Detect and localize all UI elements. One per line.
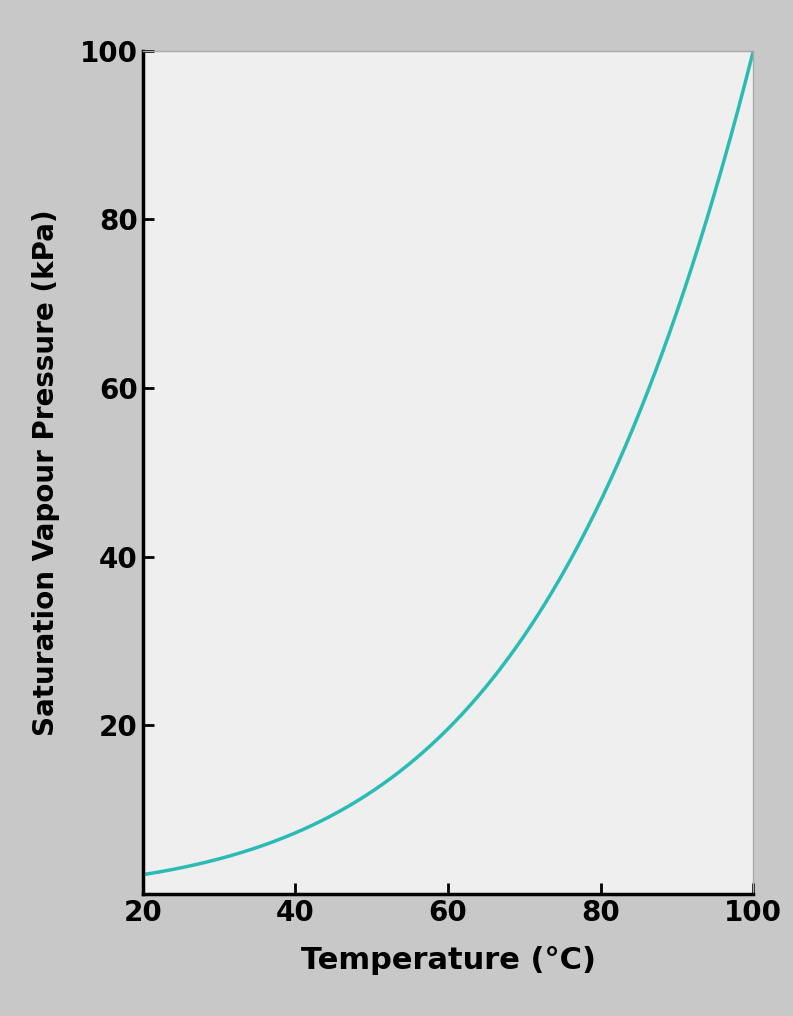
Y-axis label: Saturation Vapour Pressure (kPa): Saturation Vapour Pressure (kPa) bbox=[33, 209, 60, 736]
X-axis label: Temperature (°C): Temperature (°C) bbox=[301, 946, 596, 975]
